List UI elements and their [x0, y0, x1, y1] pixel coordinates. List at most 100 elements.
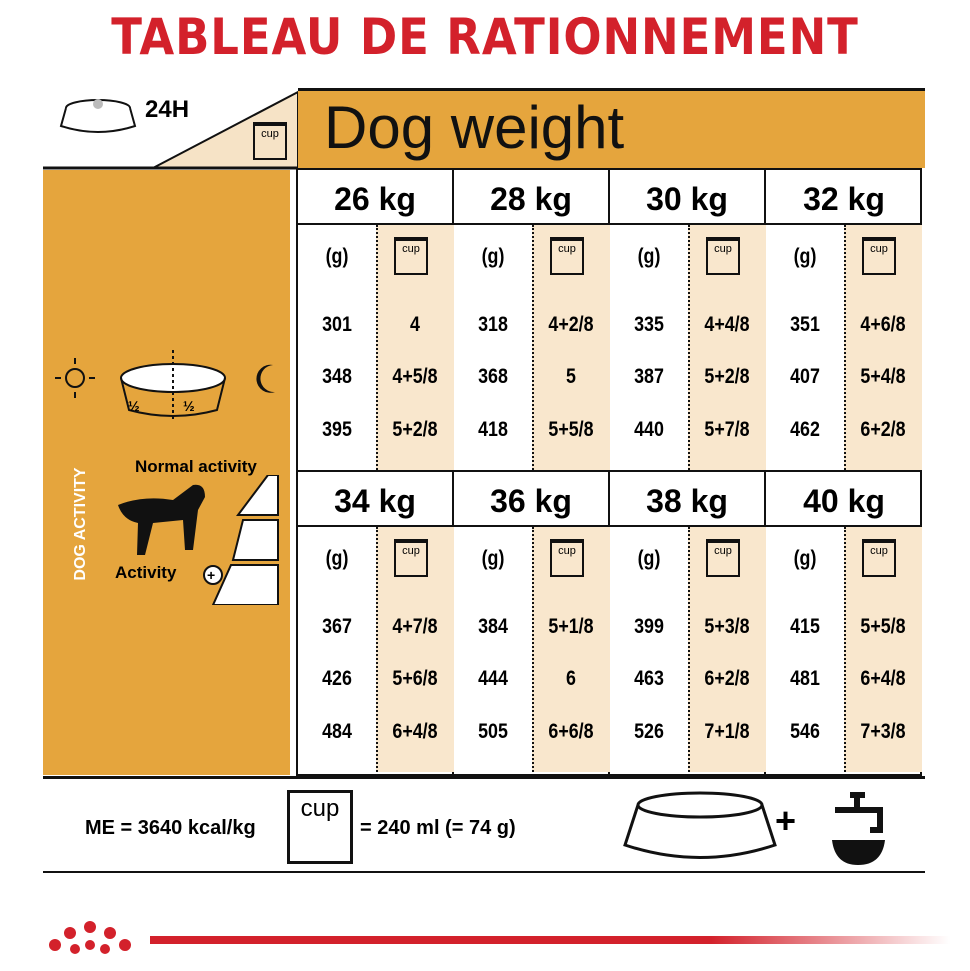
grams-value: 444 — [478, 667, 508, 690]
grams-header: (g) — [637, 547, 661, 570]
bowl-water-icon — [623, 791, 885, 865]
divider — [43, 776, 925, 779]
weight-block: 38 kg (g) cup 399 5+3/8 463 6+2/8 526 7+1/8 — [610, 472, 766, 774]
cup-equivalence: = 240 ml (= 74 g) — [360, 817, 516, 839]
grams-value: 526 — [634, 720, 664, 743]
period-label: 24H — [145, 96, 190, 123]
weight-block: 40 kg (g) cup 415 5+5/8 481 6+4/8 546 7+3/8 — [766, 472, 922, 774]
cups-value: 6+4/8 — [392, 720, 438, 743]
ration-body: (g) cup 415 5+5/8 481 6+4/8 546 7+3/8 — [766, 527, 922, 772]
dog-activity-label: DOG ACTIVITY — [72, 467, 89, 581]
cups-value: 5+1/8 — [548, 615, 594, 638]
cups-value: 5 — [566, 365, 576, 388]
grams-value: 335 — [634, 313, 664, 336]
weight-block: 30 kg (g) cup 335 4+4/8 387 5+2/8 440 5+7/8 — [610, 170, 766, 472]
cups-value: 6+2/8 — [704, 667, 750, 690]
cup-icon: cup — [394, 539, 428, 577]
weight-label: 34 kg — [298, 472, 452, 527]
royal-canin-crown-logo — [49, 921, 131, 954]
cup-column — [844, 527, 922, 772]
ration-body: (g) cup 384 5+1/8 444 6 505 6+6/8 — [454, 527, 610, 772]
weight-label: 40 kg — [766, 472, 922, 527]
cups-value: 5+6/8 — [392, 667, 438, 690]
grams-value: 318 — [478, 313, 508, 336]
activity-panel: ½ ½ Normal activity Activity DOG ACTIVIT… — [43, 170, 290, 775]
cups-value: 5+3/8 — [704, 615, 750, 638]
grams-header: (g) — [637, 245, 661, 268]
ration-body: (g) cup 399 5+3/8 463 6+2/8 526 7+1/8 — [610, 527, 766, 772]
grams-header: (g) — [325, 245, 349, 268]
weight-label: 30 kg — [610, 170, 764, 225]
cup-column — [844, 225, 922, 470]
half-evening: ½ — [183, 398, 195, 414]
cup-icon: cup — [550, 539, 584, 577]
weight-label: 28 kg — [454, 170, 608, 225]
metabolizable-energy: ME = 3640 kcal/kg — [85, 817, 256, 839]
cup-column — [376, 527, 454, 772]
grams-value: 505 — [478, 720, 508, 743]
cup-column — [688, 527, 766, 772]
dog-weight-label: Dog weight — [324, 94, 625, 161]
cups-value: 5+2/8 — [704, 365, 750, 388]
cup-icon: cup — [253, 122, 287, 160]
grams-header: (g) — [793, 547, 817, 570]
cups-value: 6+6/8 — [548, 720, 594, 743]
ration-table: 26 kg (g) cup 301 4 348 4+5/8 395 5+2/8 28 k… — [296, 168, 922, 776]
cup-icon-large: cup — [287, 790, 353, 864]
weight-label: 26 kg — [298, 170, 452, 225]
cup-column — [376, 225, 454, 470]
weight-block: 36 kg (g) cup 384 5+1/8 444 6 505 6+6/8 — [454, 472, 610, 774]
bowl-day-night-icon — [55, 350, 275, 420]
cup-icon: cup — [550, 237, 584, 275]
svg-text:+: + — [207, 567, 215, 583]
divider — [43, 871, 925, 873]
cups-value: 6+2/8 — [860, 418, 906, 441]
cups-value: 4+4/8 — [704, 313, 750, 336]
ration-body: (g) cup 301 4 348 4+5/8 395 5+2/8 — [298, 225, 454, 470]
grams-value: 351 — [790, 313, 820, 336]
grams-value: 463 — [634, 667, 664, 690]
grams-value: 301 — [322, 313, 352, 336]
grams-value: 484 — [322, 720, 352, 743]
weight-label: 32 kg — [766, 170, 922, 225]
plus-sign: + — [775, 800, 797, 841]
weight-block: 34 kg (g) cup 367 4+7/8 426 5+6/8 484 6+4/8 — [298, 472, 454, 774]
cups-value: 6 — [566, 667, 576, 690]
grams-header: (g) — [793, 245, 817, 268]
cup-icon: cup — [706, 539, 740, 577]
cups-value: 4+2/8 — [548, 313, 594, 336]
grams-header: (g) — [481, 547, 505, 570]
activity-label: Activity — [115, 563, 177, 582]
weight-block: 26 kg (g) cup 301 4 348 4+5/8 395 5+2/8 — [298, 170, 454, 472]
dog-activity-icon: + — [118, 475, 279, 605]
ration-body: (g) cup 351 4+6/8 407 5+4/8 462 6+2/8 — [766, 225, 922, 470]
cups-value: 4+7/8 — [392, 615, 438, 638]
ration-body: (g) cup 367 4+7/8 426 5+6/8 484 6+4/8 — [298, 527, 454, 772]
brand-stripe — [150, 936, 950, 944]
grams-value: 415 — [790, 615, 820, 638]
grams-value: 348 — [322, 365, 352, 388]
grams-value: 418 — [478, 418, 508, 441]
grams-value: 407 — [790, 365, 820, 388]
grams-value: 440 — [634, 418, 664, 441]
cups-value: 5+5/8 — [548, 418, 594, 441]
cup-column — [688, 225, 766, 470]
grams-value: 399 — [634, 615, 664, 638]
cups-value: 4+5/8 — [392, 365, 438, 388]
cups-value: 4 — [410, 313, 420, 336]
normal-activity-label: Normal activity — [135, 457, 257, 476]
dog-weight-header: Dog weight — [298, 88, 925, 168]
cups-value: 4+6/8 — [860, 313, 906, 336]
grams-value: 426 — [322, 667, 352, 690]
page-title: TABLEAU DE RATIONNEMENT — [111, 8, 859, 66]
cups-value: 5+7/8 — [704, 418, 750, 441]
grams-value: 462 — [790, 418, 820, 441]
ration-body: (g) cup 318 4+2/8 368 5 418 5+5/8 — [454, 225, 610, 470]
grams-value: 368 — [478, 365, 508, 388]
grams-value: 395 — [322, 418, 352, 441]
cup-column — [532, 225, 610, 470]
cup-icon: cup — [394, 237, 428, 275]
grams-value: 367 — [322, 615, 352, 638]
weight-label: 36 kg — [454, 472, 608, 527]
